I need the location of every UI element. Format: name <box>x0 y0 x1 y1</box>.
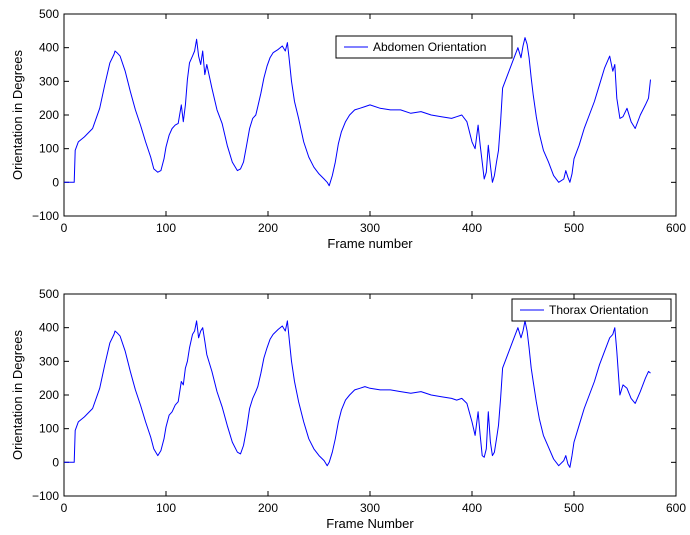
x-tick-label: 200 <box>258 221 278 235</box>
x-tick-label: 400 <box>462 221 482 235</box>
x-tick-label: 500 <box>564 221 584 235</box>
legend: Thorax Orientation <box>511 298 672 322</box>
y-tick-label: 200 <box>39 388 59 402</box>
x-tick-label: 600 <box>666 501 686 515</box>
x-tick-label: 500 <box>564 501 584 515</box>
x-tick-label: 200 <box>258 501 278 515</box>
x-tick-label: 0 <box>61 501 68 515</box>
y-tick-label: 500 <box>39 7 59 21</box>
legend: Abdomen Orientation <box>335 35 513 59</box>
y-tick-label: 0 <box>52 455 59 469</box>
y-tick-label: 400 <box>39 41 59 55</box>
y-tick-label: −100 <box>32 489 59 503</box>
y-tick-label: 0 <box>52 175 59 189</box>
chart-panel-abdomen: 0 100 200 300 400 500 600−1000100200300400500F… <box>10 7 686 251</box>
legend-box <box>511 298 672 322</box>
legend-box <box>335 35 513 59</box>
y-tick-label: 200 <box>39 108 59 122</box>
x-tick-label: 100 <box>156 501 176 515</box>
series-line-thorax-orientation <box>64 320 651 468</box>
y-tick-label: 500 <box>39 287 59 301</box>
x-tick-label: 100 <box>156 221 176 235</box>
legend-label: Thorax Orientation <box>549 303 648 317</box>
x-tick-label: 400 <box>462 501 482 515</box>
axes-frame <box>63 293 677 497</box>
y-tick-label: 100 <box>39 422 59 436</box>
series-line-abdomen-orientation <box>64 37 651 187</box>
y-tick-label: 400 <box>39 321 59 335</box>
x-axis-title: Frame Number <box>326 516 414 531</box>
y-tick-label: 300 <box>39 74 59 88</box>
x-tick-label: 0 <box>61 221 68 235</box>
x-tick-label: 300 <box>360 501 380 515</box>
y-tick-label: 300 <box>39 354 59 368</box>
y-tick-label: 100 <box>39 142 59 156</box>
y-axis-title: Orientation in Degrees <box>10 49 25 180</box>
y-tick-label: −100 <box>32 209 59 223</box>
x-tick-label: 300 <box>360 221 380 235</box>
x-tick-label: 600 <box>666 221 686 235</box>
chart-panel-thorax: 0 100 200 300 400 500 600−1000100200300400500F… <box>10 287 686 531</box>
legend-label: Abdomen Orientation <box>373 40 486 54</box>
x-axis-title: Frame number <box>327 236 413 251</box>
y-axis-title: Orientation in Degrees <box>10 329 25 460</box>
